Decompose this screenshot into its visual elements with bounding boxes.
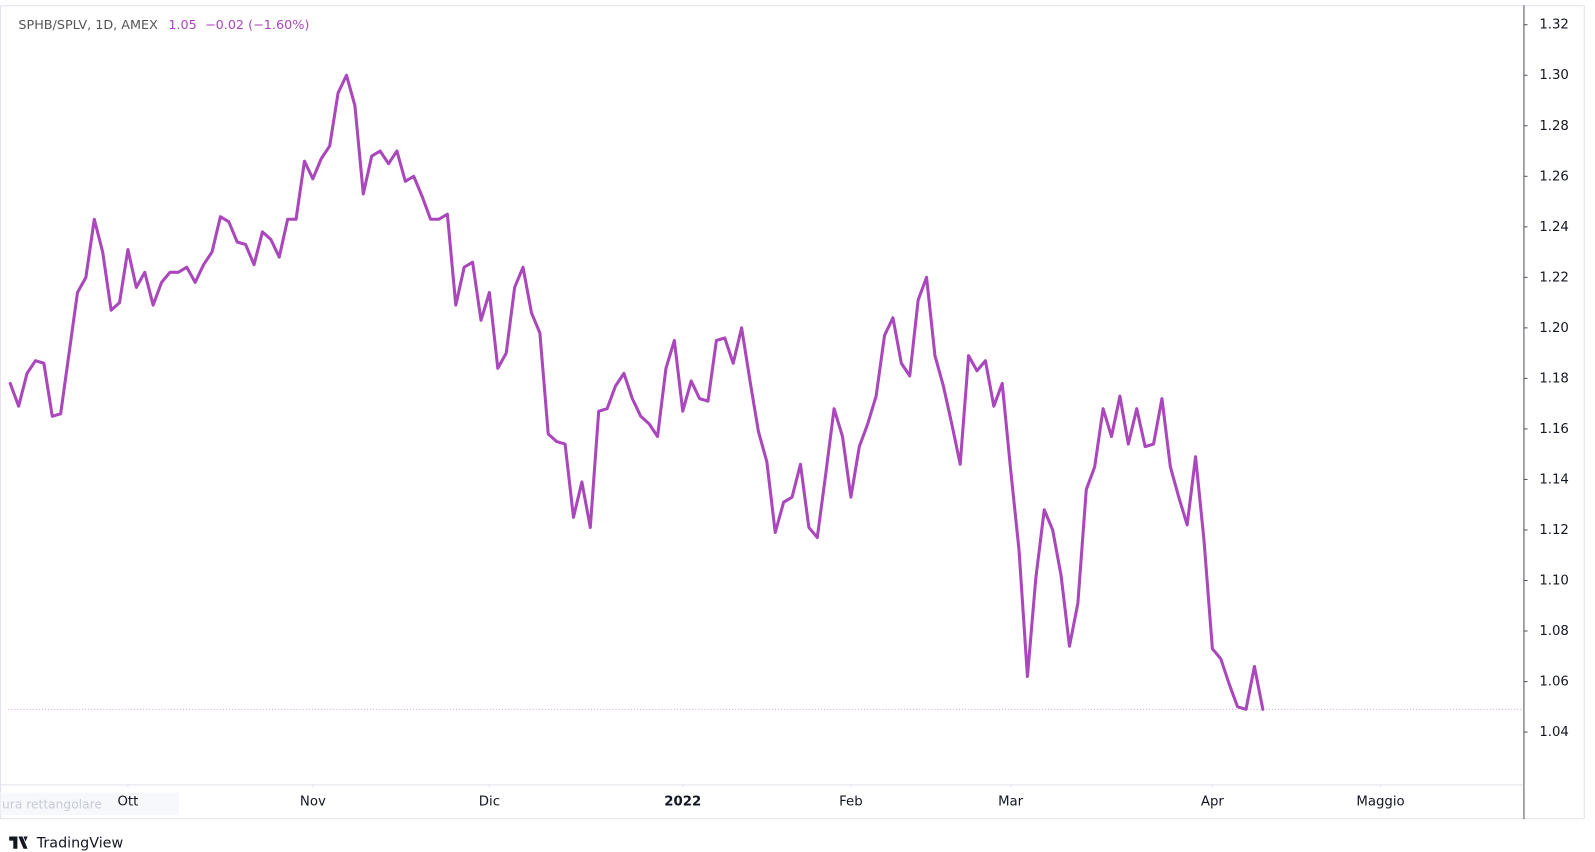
overlay-text: ura rettangolare [2,797,102,811]
y-tick-label: 1.32 [1539,18,1569,33]
y-tick-label: 1.10 [1539,573,1569,588]
y-tick-label: 1.22 [1539,270,1569,285]
y-tick-label: 1.08 [1539,624,1569,639]
y-tick-label: 1.12 [1539,523,1569,538]
y-tick-label: 1.26 [1539,169,1569,184]
y-tick-label: 1.06 [1539,675,1569,690]
x-tick-label: 2022 [664,795,701,810]
y-tick-label: 1.24 [1539,220,1569,235]
y-tick-label: 1.30 [1539,68,1569,83]
x-tick-label: Apr [1201,795,1225,810]
y-tick-label: 1.14 [1539,472,1569,487]
symbol-label: SPHB/SPLV, 1D, AMEX [18,18,158,33]
y-tick-label: 1.28 [1539,119,1569,134]
overlay-box [0,792,179,816]
series-line [8,73,1265,711]
y-tick-label: 1.04 [1539,725,1569,740]
y-tick-label: 1.20 [1539,321,1569,336]
last-value: 1.05 [168,18,196,33]
footer-logo: TradingView [9,836,123,852]
chart-frame [0,5,1585,820]
y-tick-label: 1.16 [1539,422,1569,437]
x-tick-label: Maggio [1356,795,1404,810]
x-tick-label: Ott [117,795,138,810]
y-tick-label: 1.18 [1539,371,1569,386]
logo-icon [9,836,28,849]
change-value: −0.02 (−1.60%) [205,18,309,33]
x-tick-label: Feb [839,795,863,810]
x-tick-label: Dic [479,795,500,810]
x-tick-label: Nov [300,795,326,810]
footer-text: TradingView [36,836,124,852]
x-tick-label: Mar [998,795,1024,810]
